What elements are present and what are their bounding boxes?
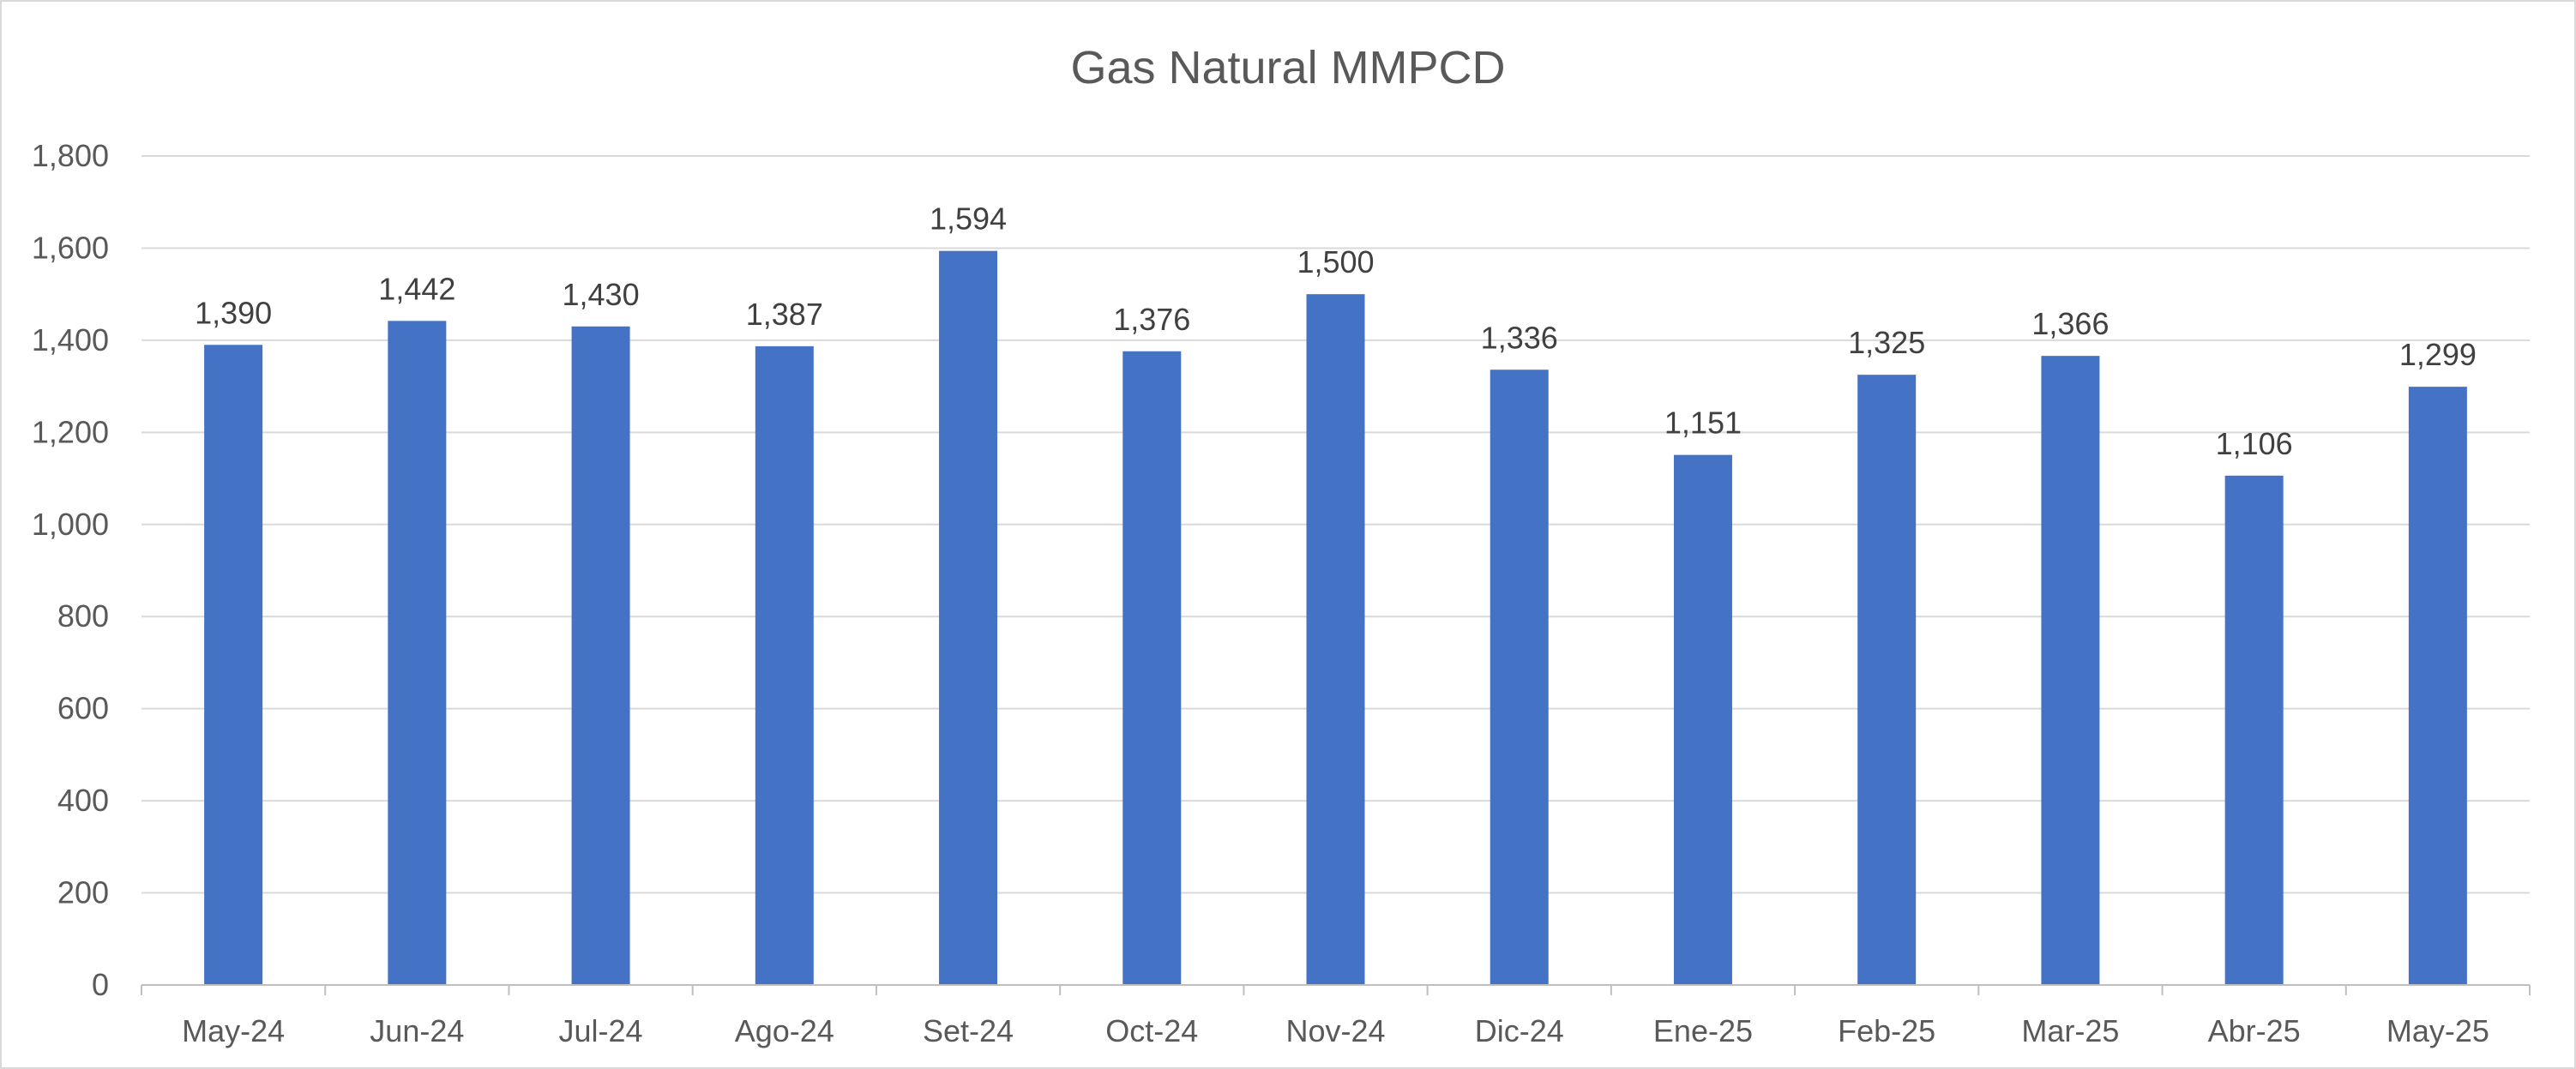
x-tick-label: Ago-24 xyxy=(735,1013,834,1048)
x-tick-label: Set-24 xyxy=(923,1013,1014,1048)
y-tick-label: 200 xyxy=(57,875,109,910)
data-label: 1,390 xyxy=(195,295,272,330)
x-axis: May-24 Jun-24 Jul-24 Ago-24 Set-24 Oct-24 Nov-… xyxy=(141,984,2531,1048)
bar xyxy=(388,321,447,985)
x-tick-label: Ene-25 xyxy=(1653,1013,1753,1048)
data-label: 1,376 xyxy=(1113,302,1190,337)
x-tick-label: Dic-24 xyxy=(1475,1013,1564,1048)
x-tick-label: Mar-25 xyxy=(2021,1013,2119,1048)
bar xyxy=(1490,369,1549,985)
y-tick-label: 1,000 xyxy=(32,507,109,542)
bar xyxy=(1673,454,1732,985)
y-tick-label: 600 xyxy=(57,691,109,726)
data-label: 1,336 xyxy=(1481,320,1558,355)
y-tick-label: 800 xyxy=(57,598,109,634)
bar xyxy=(939,250,998,985)
data-label: 1,325 xyxy=(1848,325,1925,360)
x-tick-label: May-25 xyxy=(2386,1013,2489,1048)
data-labels: 1,390 1,442 1,430 1,387 1,594 1,376 1,500 1,336… xyxy=(195,201,2477,461)
y-tick-label: 0 xyxy=(92,967,109,1002)
x-tick-label: Jun-24 xyxy=(370,1013,464,1048)
x-tick-label: Oct-24 xyxy=(1105,1013,1198,1048)
y-tick-label: 1,200 xyxy=(32,414,109,449)
x-tick-label: Nov-24 xyxy=(1285,1013,1385,1048)
bar xyxy=(1857,375,1917,985)
y-tick-label: 400 xyxy=(57,783,109,818)
x-tick-label: Abr-25 xyxy=(2208,1013,2301,1048)
x-tick-label: Jul-24 xyxy=(559,1013,643,1048)
data-label: 1,106 xyxy=(2216,426,2293,461)
y-tick-label: 1,800 xyxy=(32,138,109,173)
bar xyxy=(1122,351,1182,985)
data-label: 1,442 xyxy=(378,271,455,306)
x-tick-label: Feb-25 xyxy=(1838,1013,1935,1048)
data-label: 1,594 xyxy=(930,201,1007,237)
bar xyxy=(204,345,263,985)
y-tick-label: 1,400 xyxy=(32,322,109,357)
x-tick-label: May-24 xyxy=(182,1013,285,1048)
data-label: 1,387 xyxy=(746,297,823,332)
data-label: 1,430 xyxy=(563,277,640,312)
data-label: 1,366 xyxy=(2031,306,2109,341)
bars xyxy=(204,250,2467,986)
data-label: 1,500 xyxy=(1297,244,1374,279)
bar xyxy=(755,345,814,985)
y-tick-label: 1,600 xyxy=(32,230,109,265)
bar xyxy=(1306,294,1365,986)
chart-title: Gas Natural MMPCD xyxy=(1070,42,1505,93)
data-label: 1,151 xyxy=(1664,405,1742,441)
y-axis-ticks: 0 200 400 600 800 1,000 1,200 1,400 1,600 1,800 xyxy=(32,138,109,1002)
bar xyxy=(571,326,630,985)
data-label: 1,299 xyxy=(2399,337,2477,372)
bar xyxy=(2408,387,2467,986)
bar xyxy=(2224,475,2284,985)
bar xyxy=(2041,356,2100,986)
